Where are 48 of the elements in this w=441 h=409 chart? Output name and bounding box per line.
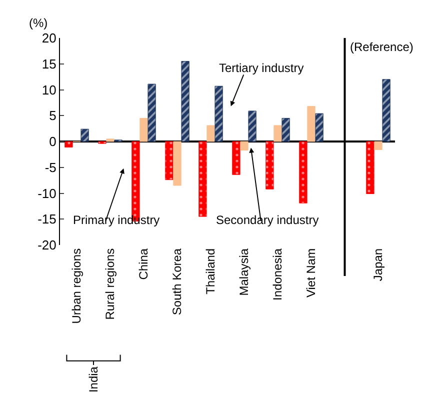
x-tick-label: Viet Nam <box>304 248 318 298</box>
bar <box>282 118 290 142</box>
bar <box>382 79 390 142</box>
bar <box>98 141 106 144</box>
text: Secondary industry <box>216 213 319 227</box>
bar <box>266 141 274 190</box>
series-label: Tertiary industry <box>219 61 304 75</box>
bar <box>140 118 148 142</box>
y-tick-label: -20 <box>38 238 56 253</box>
y-tick-label: 10 <box>42 82 56 98</box>
bar <box>315 113 324 142</box>
y-tick-label: 5 <box>49 108 56 124</box>
y-tick-label: 0 <box>49 134 56 150</box>
x-tick-label: China <box>136 248 151 280</box>
bar <box>165 141 174 180</box>
y-tick-label: 20 <box>42 30 56 46</box>
bar <box>214 86 223 142</box>
bar <box>173 141 182 186</box>
y-axis-title: (%) <box>29 16 48 30</box>
x-tick-label: South Korea <box>170 248 184 316</box>
x-tick-label: Japan <box>371 248 386 282</box>
annotation: (Reference) <box>350 40 414 54</box>
bar <box>198 141 207 217</box>
bar <box>299 141 308 204</box>
bar <box>106 138 114 142</box>
bar <box>206 125 215 142</box>
y-tick-label: -5 <box>44 160 56 175</box>
bar <box>64 141 73 148</box>
bar <box>274 125 282 142</box>
text: India <box>86 366 100 393</box>
bar <box>307 106 316 142</box>
y-tick-label: -10 <box>38 186 56 201</box>
bar <box>181 61 190 142</box>
x-tick-label: Rural regions <box>103 248 118 320</box>
bar <box>240 141 248 151</box>
bar <box>374 141 382 150</box>
bar <box>366 141 374 194</box>
y-tick-label: -15 <box>38 212 56 227</box>
bar <box>232 141 240 175</box>
bar <box>148 84 156 142</box>
x-tick-label: Urban regions <box>70 248 84 324</box>
bar <box>80 128 89 142</box>
x-tick-label: Thailand <box>204 248 218 294</box>
series-label: Primary industry <box>73 213 160 227</box>
bar <box>248 110 256 142</box>
x-tick-label: Indonesia <box>270 248 285 300</box>
y-tick-label: 15 <box>42 56 56 72</box>
x-tick-label: Malaysia <box>237 248 252 296</box>
